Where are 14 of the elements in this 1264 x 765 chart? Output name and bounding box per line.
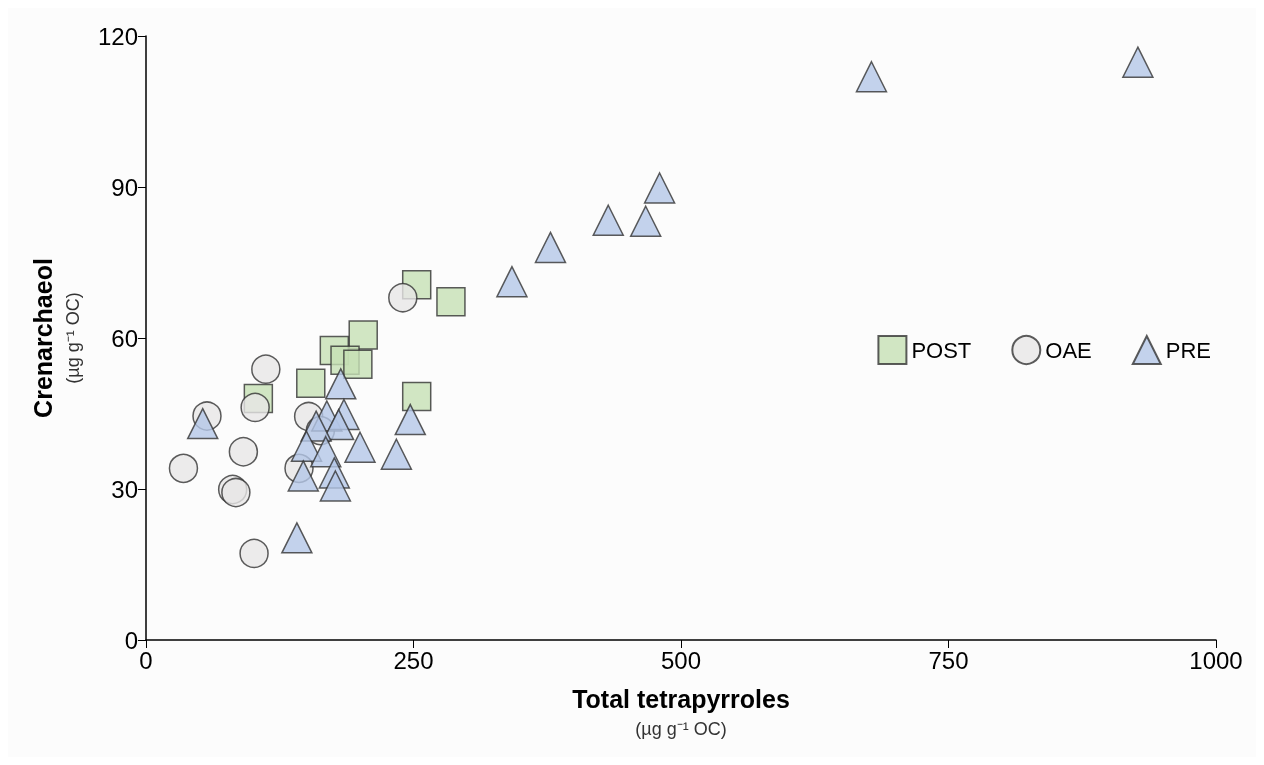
legend-label: PRE	[1165, 337, 1212, 363]
y-tick-label: 60	[111, 324, 138, 352]
x-axis-title: Total tetrapyrroles (µg g⁻¹ OC)	[572, 685, 790, 739]
y-tick-label: 30	[111, 475, 138, 503]
y-axis-title: Crenarchaeol (µg g⁻¹ OC)	[29, 258, 83, 418]
x-tick-label: 500	[660, 646, 702, 674]
x-tick-label: 250	[393, 646, 434, 674]
y-tick-label: 120	[97, 22, 138, 50]
legend-label: POST	[911, 337, 972, 363]
x-tick-label: 750	[928, 646, 969, 674]
y-tick-label: 90	[111, 173, 138, 201]
y-tick-label: 0	[124, 626, 138, 654]
legend-label: OAE	[1045, 337, 1092, 363]
x-tick-label: 1000	[1189, 646, 1243, 674]
